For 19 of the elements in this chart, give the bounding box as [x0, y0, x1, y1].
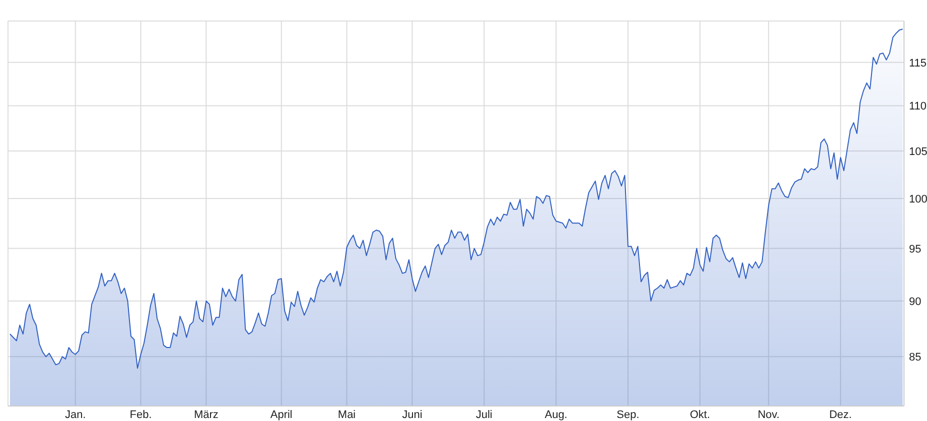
x-tick-label: April [270, 408, 292, 421]
y-tick-label: 105 [909, 146, 927, 158]
y-tick-label: 100 [909, 193, 927, 206]
x-tick-label: Okt. [690, 408, 710, 421]
x-tick-label: Feb. [130, 408, 152, 421]
x-tick-label: Jan. [64, 408, 86, 421]
x-tick-label: Juni [402, 408, 422, 421]
x-tick-label: Nov. [758, 408, 780, 421]
x-tick-label: Mai [338, 408, 356, 421]
x-tick-label: Dez. [829, 408, 852, 421]
x-tick-label: Juli [476, 408, 492, 421]
y-tick-label: 95 [909, 243, 922, 256]
x-tick-label: Aug. [544, 408, 568, 421]
x-tick-label: Sep. [616, 408, 640, 421]
y-tick-label: 90 [909, 296, 922, 308]
y-tick-label: 115 [909, 57, 927, 70]
x-tick-label: März [194, 408, 218, 421]
y-tick-label: 85 [909, 352, 922, 364]
y-tick-label: 110 [909, 100, 927, 113]
